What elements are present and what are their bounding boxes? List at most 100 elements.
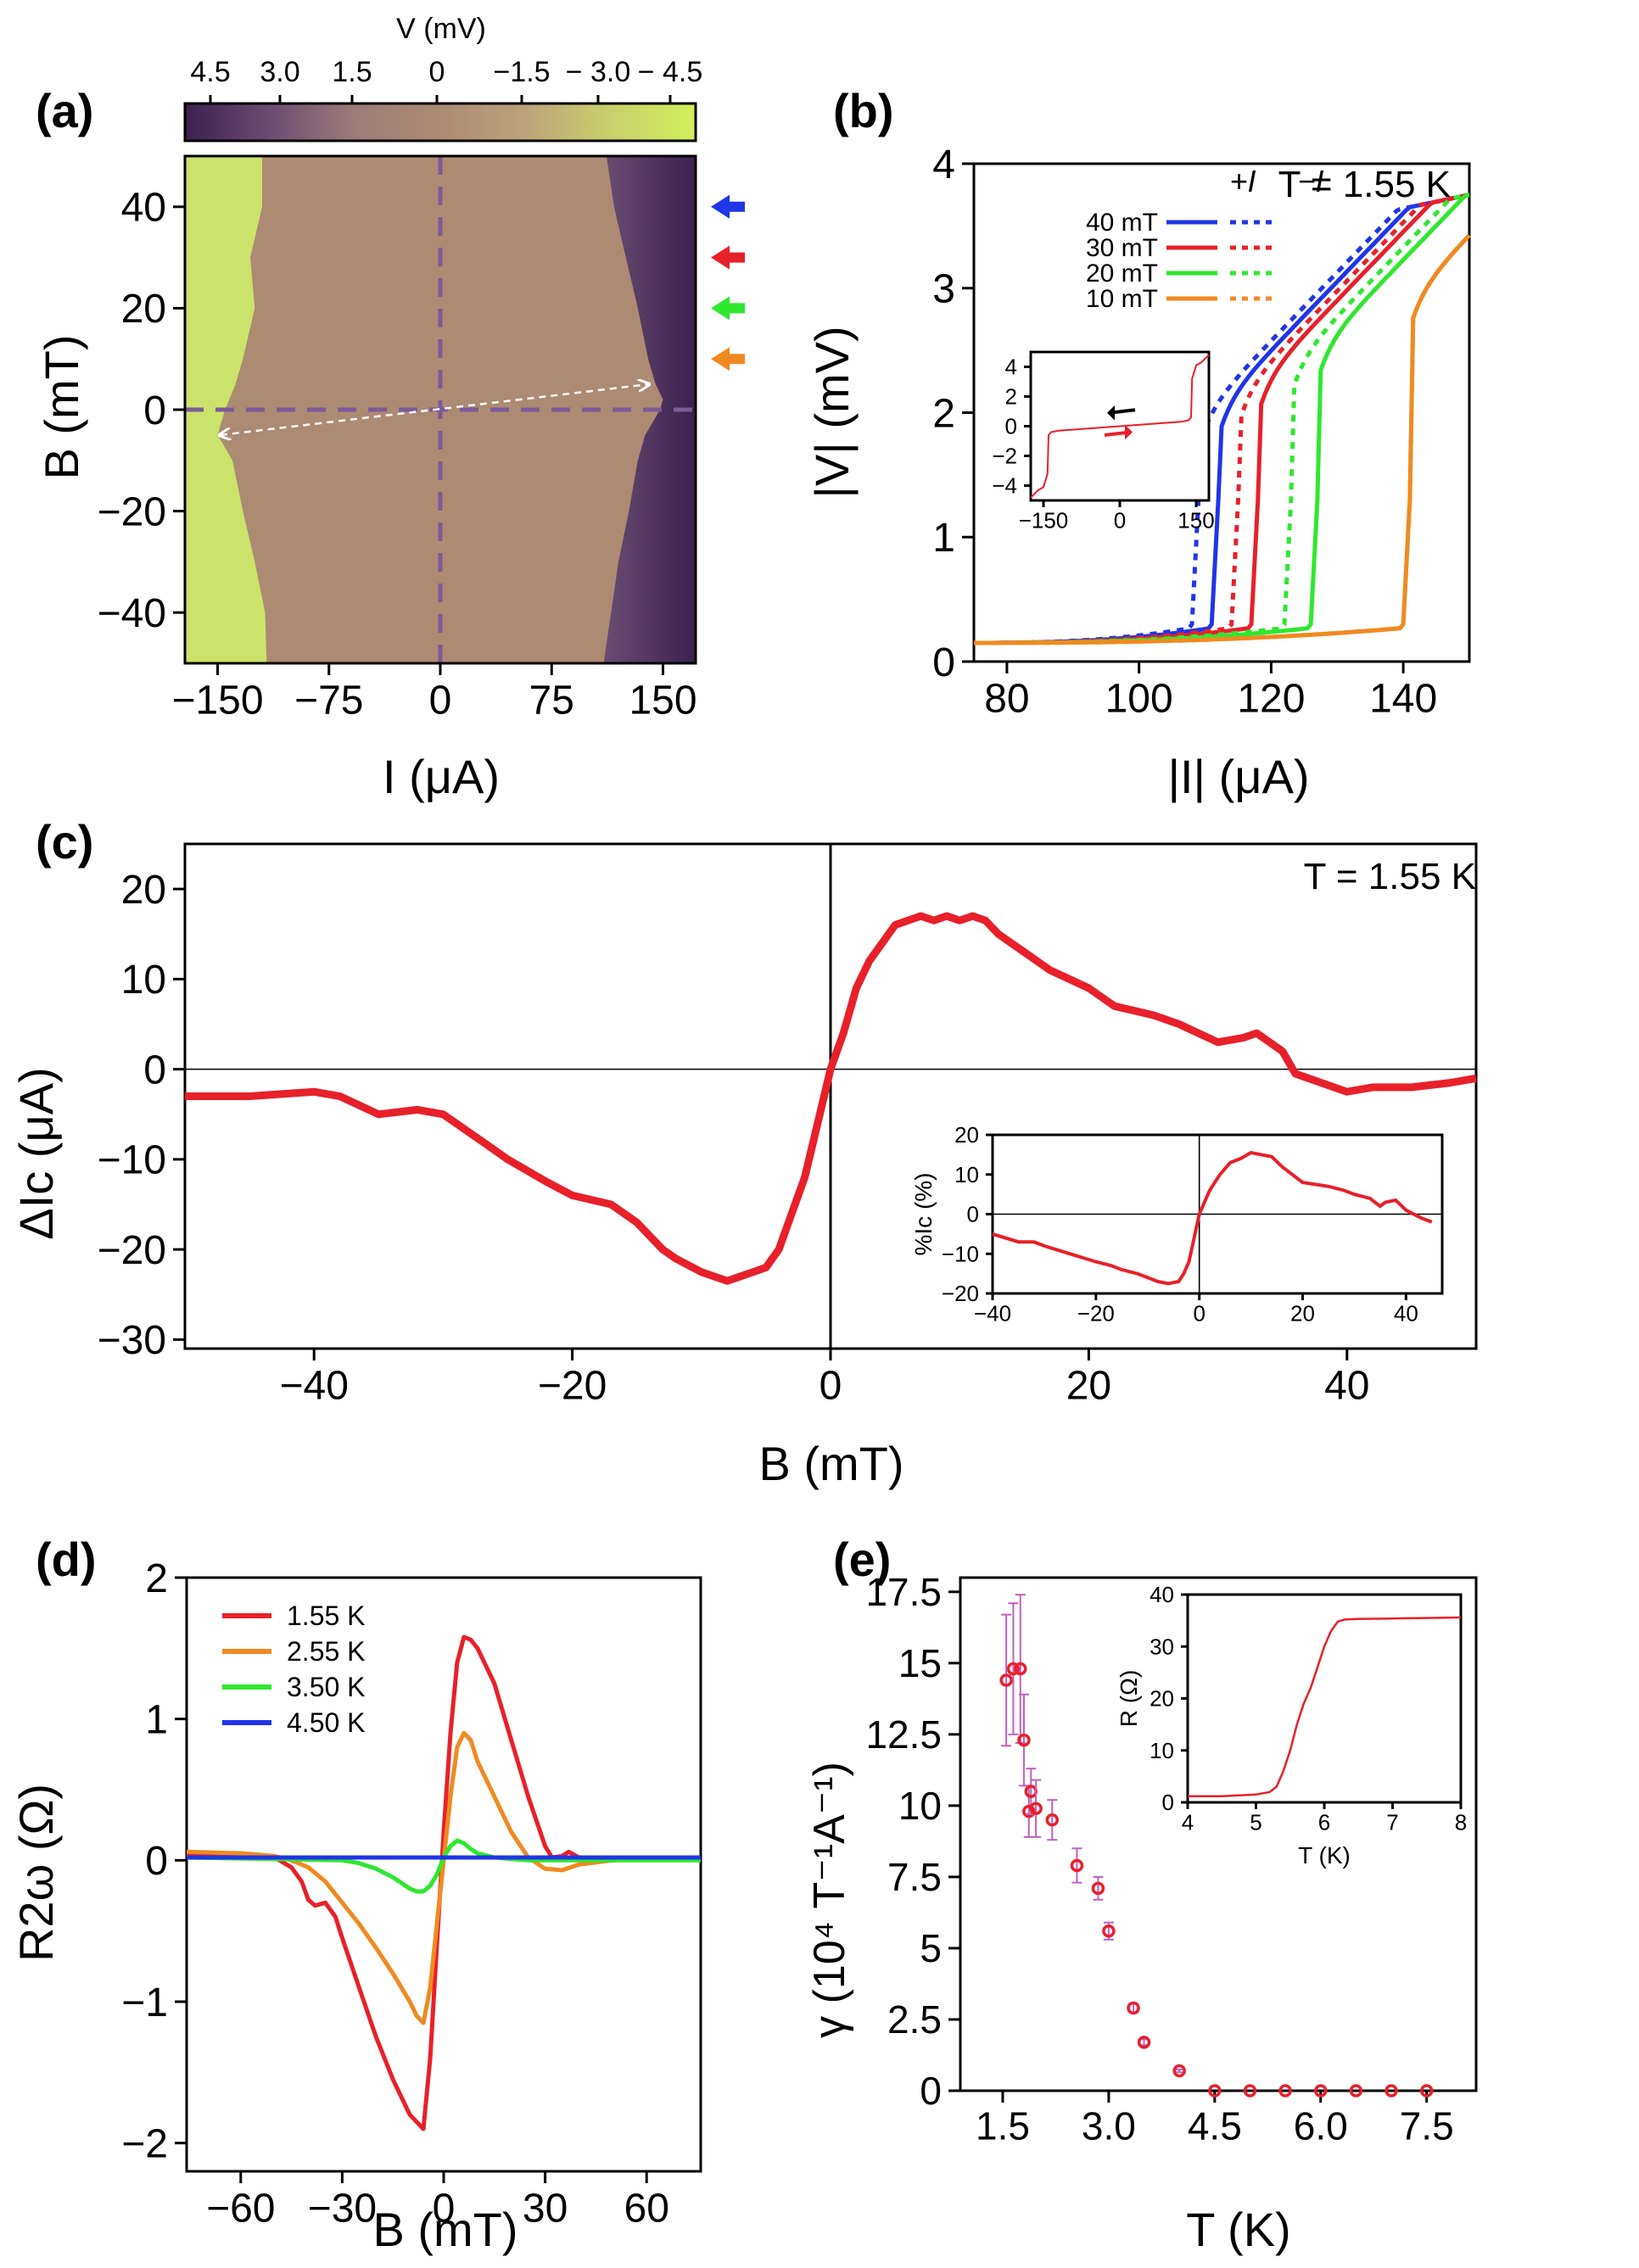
panel-a-axes: −150 −75 0 75 150 −40 −20 0 20 40 [98, 154, 697, 723]
panel-e-inset-xtick-label: 7 [1386, 1810, 1398, 1835]
panel-c-xtick-label: 40 [1324, 1364, 1369, 1409]
panel-a-colorbar [183, 102, 697, 142]
gamma-point [1017, 1733, 1031, 1747]
legend-entry-label: 30 mT [1086, 234, 1158, 262]
panel-d-xtick-label: 0 [433, 2187, 456, 2232]
panel-a-ytick-label: 0 [143, 388, 166, 433]
panel-b-xtick-label: 100 [1105, 677, 1173, 722]
panel-a-ylabel: B (mT) [35, 334, 88, 479]
panel-e-plot: 1.5 3.0 4.5 6.0 7.5 0 2.5 5 7.5 10 12.5 15 17.5 [865, 1570, 1478, 2148]
panel-e-inset-ytick-label: 30 [1150, 1634, 1174, 1659]
gamma-point [1029, 1802, 1043, 1815]
gamma-point [1091, 1881, 1105, 1896]
legend-entry-label: 40 mT [1086, 209, 1158, 237]
gamma-point [1102, 1924, 1116, 1938]
panel-c-inset-ytick-label: 20 [954, 1122, 979, 1148]
colorbar-tick-label: − 4.5 [638, 56, 703, 88]
gamma-point [1243, 2084, 1257, 2098]
inset-red-arrowhead [1125, 424, 1133, 440]
panel-d-label: (d) [36, 1533, 97, 1586]
gamma-point [1014, 1662, 1027, 1676]
panel-e-ytick-label: 0 [920, 2069, 942, 2113]
field-arrow-marker [711, 194, 745, 219]
legend-entry-label: 20 mT [1086, 260, 1158, 288]
panel-e-xtick-label: 1.5 [976, 2104, 1030, 2148]
panel-a-xtick-label: 75 [529, 679, 574, 723]
panel-d-legend: 1.55 K 2.55 K 3.50 K 4.50 K [222, 1600, 366, 1738]
panel-e-ytick-label: 10 [898, 1784, 942, 1828]
panel-b-ytick-label: 2 [932, 391, 955, 436]
panel-c-ylabel: ΔIc (μA) [9, 1067, 63, 1239]
heatmap-negative-normal-region [185, 156, 267, 663]
panel-c-xtick-label: 0 [820, 1364, 842, 1409]
panel-e-frame [959, 1576, 1478, 2092]
panel-e-inset-ytick-label: 10 [1150, 1738, 1174, 1763]
panel-e-ytick-label: 12.5 [865, 1712, 942, 1757]
panel-a-ytick-label: −20 [98, 489, 166, 534]
gamma-point [1006, 1662, 1021, 1676]
panel-c-inset-xtick-label: 0 [1193, 1301, 1205, 1327]
inset-percent-ic-curve [992, 1150, 1433, 1286]
colorbar-tick-label: 4.5 [190, 56, 230, 88]
panel-b: (b) 80 100 120 140 0 1 2 3 4 T = 1.55 K +I −I 40 m… [805, 84, 1471, 803]
gamma-point [999, 1673, 1013, 1687]
panel-a-xlabel: I (μA) [383, 750, 500, 803]
inset-iv-curve [1030, 354, 1210, 499]
gamma-point [1022, 1804, 1036, 1818]
gamma-point [1127, 2001, 1140, 2015]
panel-e-inset-ytick-label: 40 [1150, 1582, 1174, 1607]
inset-ylabel: %Ic (%) [910, 1173, 937, 1256]
panel-a-xtick-label: 150 [629, 679, 696, 723]
panel-c-inset-ytick-label: 10 [954, 1162, 979, 1187]
legend-header-negative: −I [1297, 164, 1323, 198]
panel-e-ytick-label: 7.5 [887, 1855, 942, 1899]
panel-e-ytick-label: 15 [898, 1641, 942, 1685]
panel-b-ytick-label: 0 [932, 640, 955, 685]
panel-d-ytick-label: −2 [121, 2121, 168, 2166]
panel-d-xtick-label: −60 [206, 2187, 275, 2232]
legend-entry-label: 4.50 K [287, 1707, 366, 1738]
panel-e-inset-xtick-label: 4 [1182, 1810, 1194, 1835]
panel-a-ytick-label: 20 [121, 287, 166, 332]
panel-c-inset-ytick-label: 0 [967, 1202, 979, 1227]
panel-a-colorbar-title: V (mV) [396, 13, 486, 45]
delta-ic-curve [185, 912, 1477, 1285]
gamma-point [1137, 2036, 1151, 2049]
heatmap-positive-normal-region [603, 156, 696, 663]
panel-b-inset: −150 0 150 −4 −2 0 2 4 [992, 350, 1215, 533]
panel-b-label: (b) [833, 84, 894, 137]
gamma-point [1278, 2084, 1292, 2098]
panel-a-colorbar-ticks: 4.5 3.0 1.5 0 −1.5 − 3.0− 4.5 [190, 56, 702, 103]
panel-b-inset-ytick-label: 4 [1005, 355, 1017, 380]
panel-e-ytick-label: 17.5 [865, 1570, 942, 1614]
legend-entry-label: 3.50 K [287, 1672, 366, 1702]
panel-d-xtick-label: 60 [624, 2187, 669, 2232]
panel-c-inset-ytick-label: −10 [942, 1241, 979, 1266]
inset-black-arrowhead [1107, 405, 1115, 421]
panel-d-xtick-label: −30 [308, 2187, 377, 2232]
panel-d-plot: −60 −30 0 30 60 −2 −1 0 1 2 [121, 1556, 702, 2232]
panel-b-xtick-label: 140 [1369, 677, 1437, 722]
panel-c-label: (c) [36, 815, 93, 869]
inset-xlabel: T (K) [1298, 1842, 1351, 1869]
panel-a-xtick-label: −75 [294, 679, 363, 723]
gamma-point [1172, 2064, 1186, 2078]
panel-e-inset-ytick-label: 0 [1162, 1790, 1174, 1815]
panel-c-inset-xtick-label: −40 [974, 1301, 1011, 1327]
panel-a-ytick-label: −40 [98, 591, 166, 636]
panel-d-ytick-label: 0 [145, 1839, 168, 1884]
panel-d-xlabel: B (mT) [372, 2203, 517, 2256]
panel-b-ytick-label: 3 [932, 267, 955, 312]
legend-entry-label: 2.55 K [287, 1636, 366, 1667]
r2w-curve [186, 1634, 702, 2131]
panel-c-ytick-label: −20 [98, 1228, 166, 1273]
panel-e-xtick-label: 6.0 [1294, 2104, 1348, 2148]
panel-b-inset-xtick-label: −150 [1019, 508, 1069, 533]
panel-c-annotation: T = 1.55 K [1304, 856, 1476, 897]
panel-b-inset-ytick-label: −2 [992, 444, 1017, 469]
panel-e-label: (e) [833, 1533, 891, 1586]
